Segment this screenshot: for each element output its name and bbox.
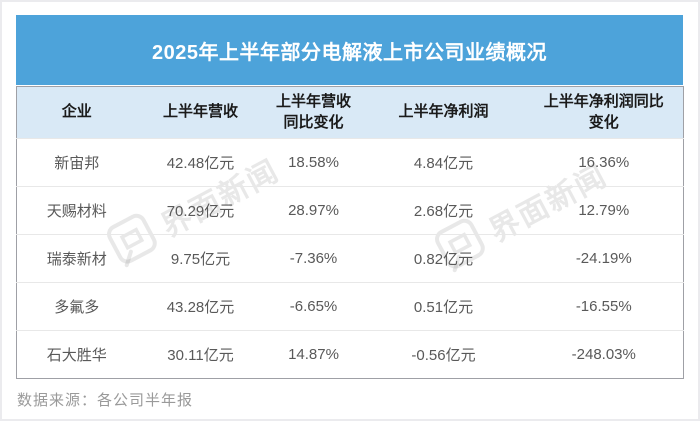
revenue-cell: 30.11亿元 <box>136 330 265 379</box>
revenue-yoy-cell: 18.58% <box>264 138 363 187</box>
page-title: 2025年上半年部分电解液上市公司业绩概况 <box>152 41 547 64</box>
net-profit-cell: 0.51亿元 <box>362 282 525 331</box>
column-header-net-profit-yoy: 上半年净利润同比 变化 <box>524 86 684 139</box>
data-source-note: 数据来源：各公司半年报 <box>17 392 194 409</box>
net-profit-yoy-cell: 12.79% <box>524 186 684 235</box>
net-profit-yoy-cell: -16.55% <box>524 282 684 331</box>
column-header-company: 企业 <box>16 86 137 139</box>
net-profit-yoy-cell: -24.19% <box>524 234 684 283</box>
title-bar: 2025年上半年部分电解液上市公司业绩概况 <box>16 15 683 85</box>
revenue-cell: 70.29亿元 <box>136 186 265 235</box>
net-profit-yoy-cell: -248.03% <box>524 330 684 379</box>
net-profit-cell: -0.56亿元 <box>362 330 525 379</box>
revenue-yoy-cell: 28.97% <box>264 186 363 235</box>
net-profit-cell: 0.82亿元 <box>362 234 525 283</box>
results-table: 企业 上半年营收 上半年营收 同比变化 上半年净利润 上半年净利润同比 变化 新… <box>16 86 684 379</box>
company-cell: 天赐材料 <box>16 186 137 235</box>
revenue-cell: 43.28亿元 <box>136 282 265 331</box>
revenue-cell: 42.48亿元 <box>136 138 265 187</box>
table-row: 新宙邦 42.48亿元 18.58% 4.84亿元 16.36% <box>16 138 684 187</box>
table-row: 石大胜华 30.11亿元 14.87% -0.56亿元 -248.03% <box>16 330 684 379</box>
net-profit-yoy-cell: 16.36% <box>524 138 684 187</box>
revenue-yoy-cell: -6.65% <box>264 282 363 331</box>
table-row: 瑞泰新材 9.75亿元 -7.36% 0.82亿元 -24.19% <box>16 234 684 283</box>
net-profit-cell: 2.68亿元 <box>362 186 525 235</box>
net-profit-cell: 4.84亿元 <box>362 138 525 187</box>
company-cell: 石大胜华 <box>16 330 137 379</box>
company-cell: 新宙邦 <box>16 138 137 187</box>
column-header-revenue: 上半年营收 <box>136 86 265 139</box>
revenue-cell: 9.75亿元 <box>136 234 265 283</box>
revenue-yoy-cell: -7.36% <box>264 234 363 283</box>
revenue-yoy-cell: 14.87% <box>264 330 363 379</box>
company-cell: 瑞泰新材 <box>16 234 137 283</box>
column-header-revenue-yoy: 上半年营收 同比变化 <box>264 86 363 139</box>
table-body: 新宙邦 42.48亿元 18.58% 4.84亿元 16.36% 天赐材料 70.29亿元 2… <box>16 138 684 379</box>
company-cell: 多氟多 <box>16 282 137 331</box>
table-row: 多氟多 43.28亿元 -6.65% 0.51亿元 -16.55% <box>16 282 684 331</box>
table-row: 天赐材料 70.29亿元 28.97% 2.68亿元 12.79% <box>16 186 684 235</box>
table-header-row: 企业 上半年营收 上半年营收 同比变化 上半年净利润 上半年净利润同比 变化 <box>16 86 684 139</box>
column-header-net-profit: 上半年净利润 <box>362 86 525 139</box>
